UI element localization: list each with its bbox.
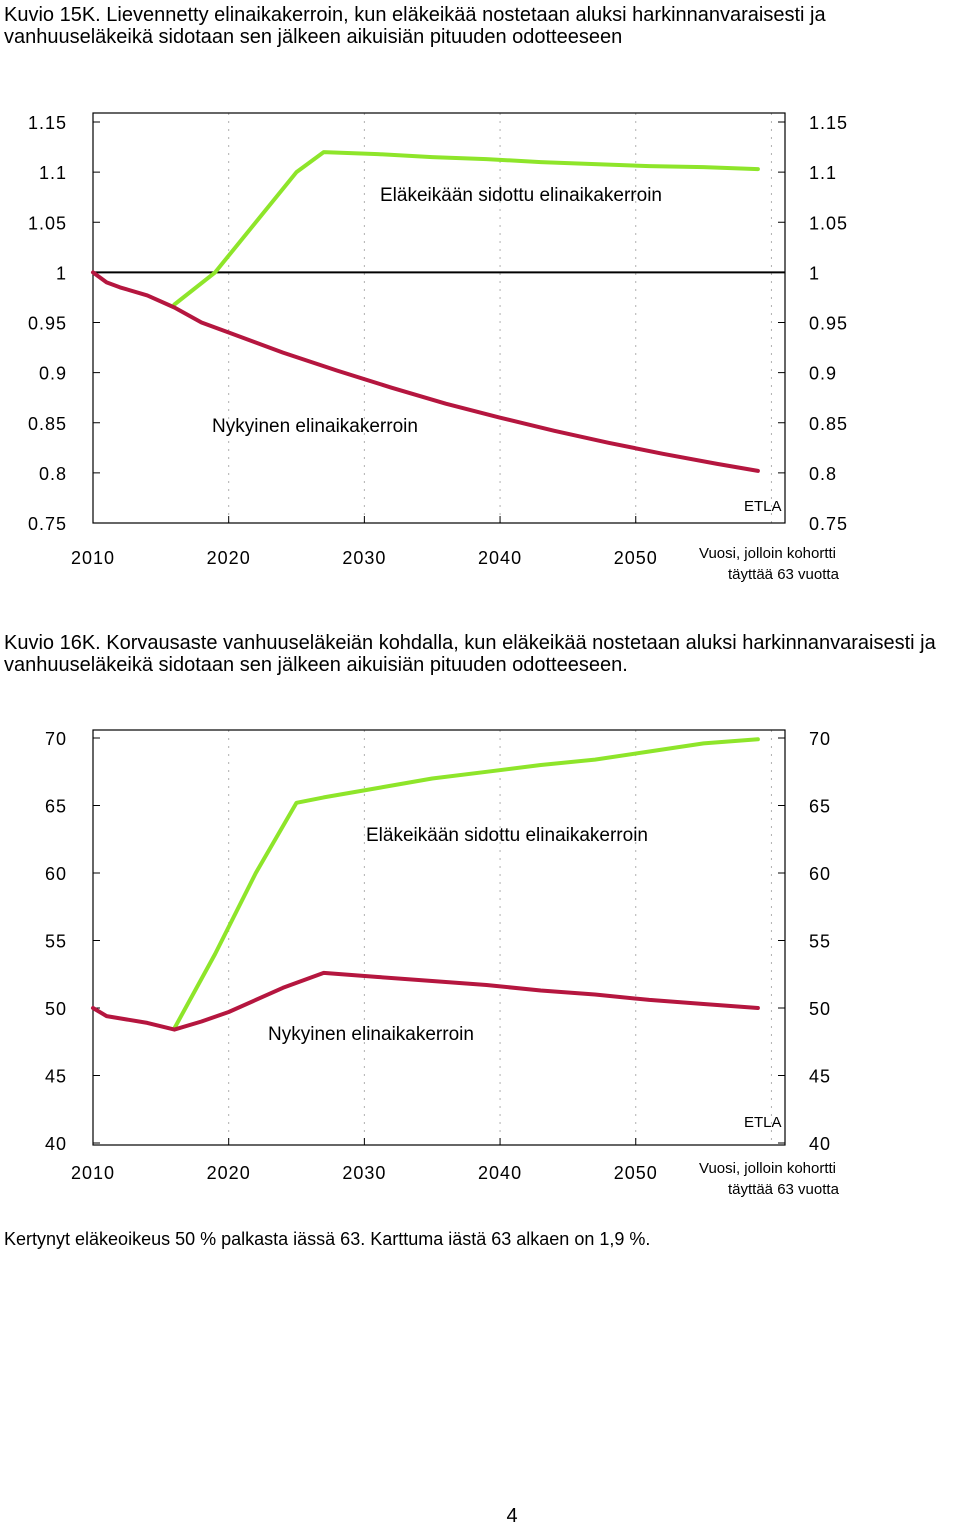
page-number: 4 xyxy=(506,1505,518,1527)
y-tick-label: 1.15 xyxy=(28,113,67,133)
series-line-red xyxy=(91,970,760,1032)
x-tick-label: 2040 xyxy=(478,548,522,568)
red-series-label: Nykyinen elinaikakerroin xyxy=(212,416,418,437)
y-tick-label: 45 xyxy=(809,1067,831,1087)
y-tick-label: 0.85 xyxy=(809,414,848,434)
y-tick-label: 60 xyxy=(45,864,67,884)
y-tick-label: 1.05 xyxy=(28,213,67,233)
y-tick-label: 50 xyxy=(45,999,67,1019)
source-label: ETLA xyxy=(744,1114,782,1131)
y-tick-label: 0.95 xyxy=(28,314,67,334)
y-tick-label: 0.95 xyxy=(809,314,848,334)
y-tick-label: 45 xyxy=(45,1067,67,1087)
y-tick-label: 0.9 xyxy=(39,364,67,384)
y-tick-label: 40 xyxy=(809,1134,831,1154)
series-line-red xyxy=(91,270,760,473)
footnote: Kertynyt eläkeoikeus 50 % palkasta iässä… xyxy=(4,1229,651,1249)
plot-frame xyxy=(92,729,786,1146)
x-tick-label: 2030 xyxy=(342,1163,386,1183)
y-tick-label: 65 xyxy=(45,797,67,817)
y-tick-label: 55 xyxy=(45,932,67,952)
y-tick-label: 0.8 xyxy=(39,464,67,484)
x-tick-label: 2020 xyxy=(207,548,251,568)
x-tick-label: 2030 xyxy=(342,548,386,568)
y-tick-label: 70 xyxy=(809,729,831,749)
x-tick-labels: 2010 2020 2030 2040 2050 xyxy=(71,1163,658,1183)
series-line-green xyxy=(172,737,760,1031)
y-tick-label: 1.15 xyxy=(809,113,848,133)
y-tick-label: 0.75 xyxy=(809,514,848,534)
x-tick-label: 2050 xyxy=(614,548,658,568)
y-tick-labels-left: 40 45 50 55 60 65 70 xyxy=(45,729,67,1154)
y-tick-label: 1.1 xyxy=(809,163,837,183)
x-tick-label: 2040 xyxy=(478,1163,522,1183)
y-tick-label: 50 xyxy=(809,999,831,1019)
green-series-label: Eläkeikään sidottu elinaikakerroin xyxy=(380,185,662,206)
y-tick-label: 60 xyxy=(809,864,831,884)
y-tick-labels-right: 0.75 0.8 0.85 0.9 0.95 1 1.05 1.1 1.15 xyxy=(809,113,848,534)
figure-15-caption: Kuvio 15K. Lievennetty elinaikakerroin, … xyxy=(4,4,826,48)
x-axis-label-line2: täyttää 63 vuotta xyxy=(728,566,840,583)
series-lines xyxy=(91,150,760,473)
y-tick-label: 55 xyxy=(809,932,831,952)
y-tick-label: 0.85 xyxy=(28,414,67,434)
vertical-grid xyxy=(228,113,772,523)
y-tick-label: 40 xyxy=(45,1134,67,1154)
y-tick-label: 1.1 xyxy=(39,163,67,183)
y-tick-labels-left: 0.75 0.8 0.85 0.9 0.95 1 1.05 1.1 1.15 xyxy=(28,113,67,534)
x-tick-label: 2020 xyxy=(207,1163,251,1183)
source-label: ETLA xyxy=(744,498,782,515)
x-axis-label-line1: Vuosi, jolloin kohortti xyxy=(699,545,836,562)
y-tick-label: 0.8 xyxy=(809,464,837,484)
x-tick-label: 2010 xyxy=(71,1163,115,1183)
plot-border xyxy=(92,112,786,524)
y-tick-label: 1 xyxy=(56,263,67,283)
x-axis-label-line1: Vuosi, jolloin kohortti xyxy=(699,1160,836,1177)
y-tick-labels-right: 40 45 50 55 60 65 70 xyxy=(809,729,831,1154)
figure-16-caption: Kuvio 16K. Korvausaste vanhuuseläkeiän k… xyxy=(4,632,936,676)
y-tick-label: 65 xyxy=(809,797,831,817)
x-tick-label: 2010 xyxy=(71,548,115,568)
y-tick-label: 0.9 xyxy=(809,364,837,384)
plot-border xyxy=(92,729,786,1146)
y-tick-label: 1.05 xyxy=(809,213,848,233)
x-tick-labels: 2010 2020 2030 2040 2050 xyxy=(71,548,658,568)
series-line-green xyxy=(172,150,760,307)
plot-frame xyxy=(92,112,786,524)
x-axis-label-line2: täyttää 63 vuotta xyxy=(728,1181,840,1198)
series-lines xyxy=(91,737,760,1032)
y-tick-label: 70 xyxy=(45,729,67,749)
x-tick-label: 2050 xyxy=(614,1163,658,1183)
y-tick-label: 0.75 xyxy=(28,514,67,534)
green-series-label: Eläkeikään sidottu elinaikakerroin xyxy=(366,825,648,846)
vertical-grid xyxy=(228,730,772,1145)
y-tick-label: 1 xyxy=(809,263,820,283)
red-series-label: Nykyinen elinaikakerroin xyxy=(268,1024,474,1045)
